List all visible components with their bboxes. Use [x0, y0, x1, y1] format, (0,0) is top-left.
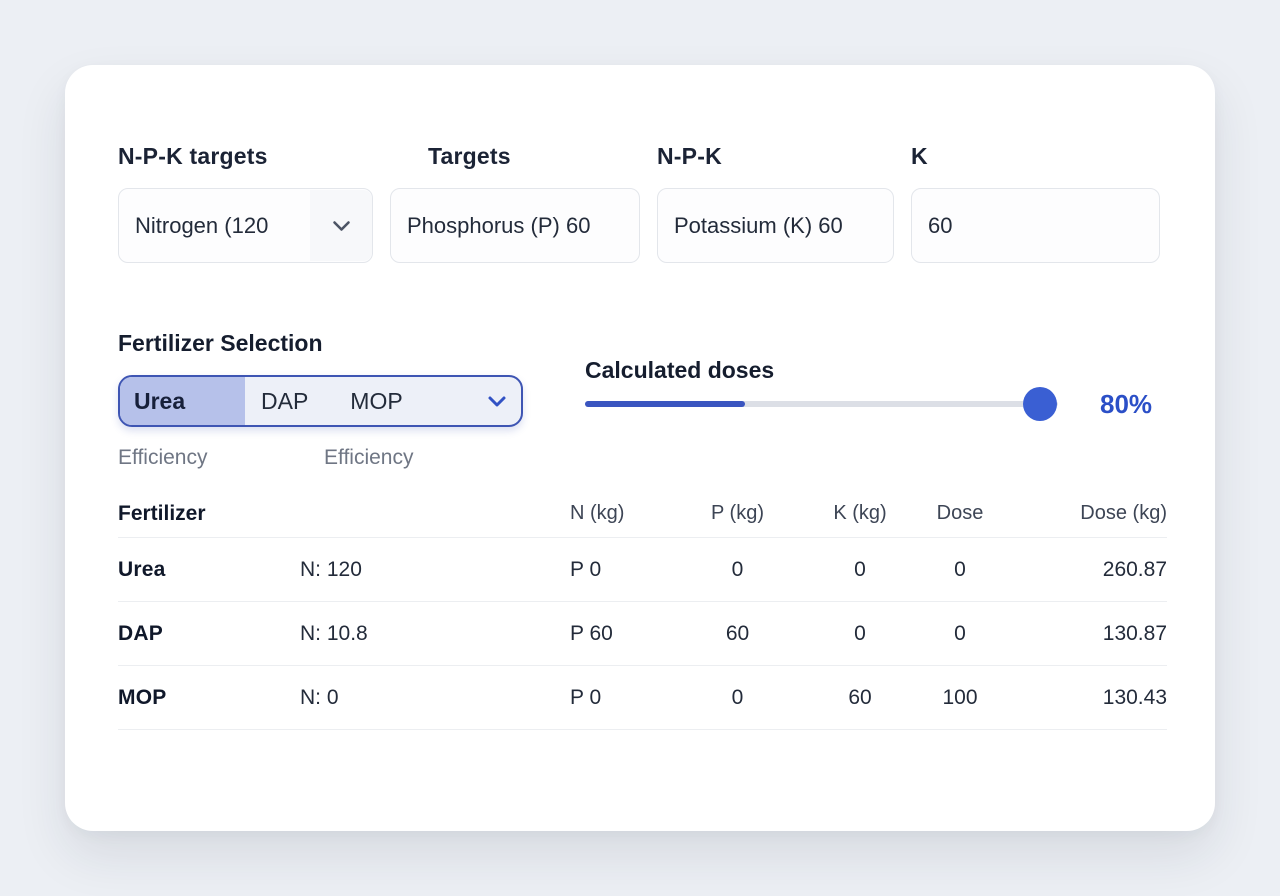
efficiency-label-1: Efficiency [118, 446, 208, 469]
table-row-dap: DAP N: 10.8 P 60 60 0 0 130.87 [118, 602, 1167, 666]
calculated-doses-title: Calculated doses [585, 357, 775, 383]
field-label-k: K [911, 143, 928, 169]
header-n-kg: N (kg) [570, 502, 625, 524]
header-p-kg: P (kg) [711, 502, 764, 524]
phosphorus-input[interactable]: Phosphorus (P) 60 [390, 188, 640, 263]
k-input[interactable]: 60 [911, 188, 1160, 263]
targets-row: N-P-K targets Nitrogen (120 Targets Phos… [118, 143, 1167, 263]
fertilizer-select[interactable]: Urea DAP MOP [118, 375, 523, 427]
row-n-kg: P 60 [570, 621, 613, 645]
header-fertilizer: Fertilizer [118, 501, 206, 525]
row-k-kg: 0 [854, 621, 866, 645]
row-dose-kg: 130.43 [1102, 685, 1167, 709]
phosphorus-input-value: Phosphorus (P) 60 [407, 212, 591, 238]
row-dose: 100 [942, 685, 978, 709]
row-k-kg: 60 [848, 685, 872, 709]
table-row-mop: MOP N: 0 P 0 0 60 100 130.43 [118, 666, 1167, 730]
row-dose-kg: 260.87 [1102, 557, 1167, 581]
row-n-kg: P 0 [570, 557, 602, 581]
fertilizer-option-dap[interactable]: DAP [261, 387, 309, 414]
table-header-row: Fertilizer N (kg) P (kg) K (kg) Dose Dos… [118, 490, 1167, 538]
k-input-value: 60 [928, 212, 953, 238]
field-label-npk: N-P-K [657, 143, 722, 169]
row-p-kg: 60 [725, 621, 750, 645]
calculator-card: N-P-K targets Nitrogen (120 Targets Phos… [65, 65, 1215, 831]
dose-table: Fertilizer N (kg) P (kg) K (kg) Dose Dos… [118, 490, 1167, 730]
fertilizer-selection-section: Fertilizer Selection Urea DAP MOP Effici… [118, 330, 523, 472]
dose-slider-row: 80% [585, 386, 1170, 422]
row-n-value: N: 0 [300, 685, 339, 709]
row-fertilizer-name: DAP [118, 621, 163, 645]
row-p-kg: 0 [731, 557, 744, 581]
header-k-kg: K (kg) [833, 502, 887, 524]
row-dose: 0 [954, 621, 966, 645]
row-dose-kg: 130.87 [1102, 621, 1167, 645]
dose-slider[interactable] [585, 387, 1058, 421]
potassium-input[interactable]: Potassium (K) 60 [657, 188, 894, 263]
row-n-value: N: 120 [300, 557, 362, 581]
field-label-targets: Targets [428, 143, 511, 169]
header-dose: Dose [936, 502, 984, 524]
row-n-value: N: 10.8 [300, 621, 368, 645]
calculated-doses-section: Calculated doses 80% [585, 357, 1170, 422]
nitrogen-select[interactable]: Nitrogen (120 [118, 188, 373, 263]
field-npk: N-P-K Potassium (K) 60 [657, 143, 894, 263]
row-dose: 0 [954, 557, 966, 581]
fertilizer-selection-title: Fertilizer Selection [118, 330, 323, 356]
chevron-down-icon [310, 190, 372, 261]
efficiency-labels: Efficiency Efficiency [118, 446, 523, 472]
row-k-kg: 0 [854, 557, 866, 581]
nitrogen-select-value: Nitrogen (120 [135, 212, 269, 238]
field-label-npk-targets: N-P-K targets [118, 143, 268, 169]
row-fertilizer-name: Urea [118, 557, 166, 581]
table-row-urea: Urea N: 120 P 0 0 0 0 260.87 [118, 538, 1167, 602]
fertilizer-option-mop[interactable]: MOP [350, 387, 403, 414]
row-p-kg: 0 [731, 685, 744, 709]
dose-percent-value: 80% [1100, 388, 1153, 419]
dose-slider-fill [585, 401, 745, 407]
fertilizer-option-urea[interactable]: Urea [120, 377, 245, 425]
potassium-input-value: Potassium (K) 60 [674, 212, 843, 238]
efficiency-label-2: Efficiency [324, 446, 414, 469]
field-targets: Targets Phosphorus (P) 60 [390, 143, 640, 263]
field-k: K 60 [911, 143, 1160, 263]
header-dose-kg: Dose (kg) [1080, 502, 1167, 524]
row-fertilizer-name: MOP [118, 685, 167, 709]
chevron-down-icon [487, 377, 507, 425]
field-npk-targets: N-P-K targets Nitrogen (120 [118, 143, 373, 263]
dose-slider-thumb[interactable] [1023, 387, 1057, 421]
row-n-kg: P 0 [570, 685, 602, 709]
